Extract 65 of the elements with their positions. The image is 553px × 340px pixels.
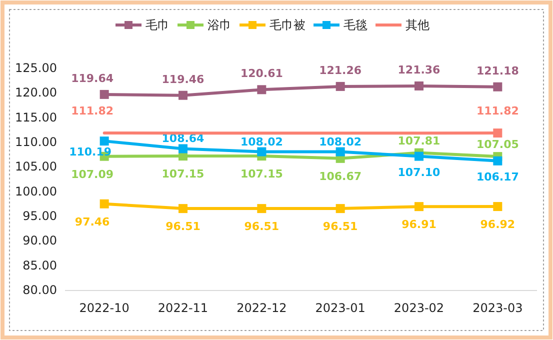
point [414, 202, 424, 212]
legend-label: 浴巾 [208, 18, 232, 32]
data-label: 121.26 [319, 64, 362, 77]
x-tick-label: 2023-02 [394, 301, 444, 315]
legend-label: 毛巾被 [270, 18, 306, 32]
point [493, 128, 502, 138]
data-label: 96.51 [322, 220, 358, 234]
data-label: 107.09 [71, 168, 114, 181]
data-label: 106.67 [319, 170, 362, 183]
y-tick-label: 115.00 [15, 110, 57, 124]
legend-label: 毛毯 [344, 18, 368, 32]
data-label: 111.82 [476, 104, 519, 118]
point [414, 81, 424, 90]
x-tick-label: 2023-03 [472, 301, 523, 315]
data-label: 96.92 [480, 218, 516, 232]
point [100, 136, 109, 146]
data-label: 120.61 [240, 67, 283, 80]
data-label: 97.46 [74, 215, 110, 228]
point [100, 90, 109, 99]
data-label: 96.91 [402, 218, 436, 232]
point [414, 152, 424, 161]
data-label: 107.15 [240, 168, 283, 181]
y-tick-label: 80.00 [22, 283, 57, 297]
y-tick-label: 125.00 [15, 61, 57, 75]
y-tick-label: 85.00 [22, 258, 57, 272]
legend-label: 其他 [406, 18, 430, 32]
point [493, 82, 502, 92]
legend-label: 毛巾 [146, 18, 170, 32]
data-label: 121.18 [476, 64, 519, 78]
y-tick-label: 110.00 [15, 135, 57, 149]
point [178, 144, 188, 154]
y-tick-label: 120.00 [15, 86, 57, 100]
data-label: 111.82 [71, 104, 114, 118]
data-label: 119.64 [71, 72, 114, 85]
data-label: 107.15 [162, 168, 204, 181]
data-label: 108.02 [240, 135, 283, 148]
point [493, 202, 502, 212]
point [493, 156, 502, 166]
y-tick-label: 105.00 [15, 160, 57, 174]
y-tick-label: 90.00 [22, 234, 57, 248]
data-label: 110.19 [69, 146, 112, 159]
point [336, 147, 345, 156]
data-label: 108.02 [319, 135, 362, 148]
data-label: 119.46 [162, 72, 205, 86]
point [336, 204, 345, 214]
point [100, 199, 109, 208]
x-tick-label: 2023-01 [315, 301, 366, 315]
data-label: 121.36 [398, 63, 441, 76]
point [257, 85, 266, 94]
point [336, 82, 345, 91]
x-tick-label: 2022-10 [79, 301, 130, 315]
x-tick-label: 2022-11 [158, 301, 208, 315]
point [257, 204, 266, 214]
point [178, 204, 188, 214]
data-label: 107.10 [398, 166, 441, 179]
data-label: 107.81 [398, 134, 440, 148]
data-label: 96.51 [244, 220, 280, 234]
y-tick-label: 100.00 [15, 184, 57, 198]
x-tick-label: 2022-12 [236, 301, 287, 315]
data-label: 96.51 [166, 220, 200, 234]
data-label: 107.05 [476, 138, 519, 152]
data-label: 106.17 [476, 170, 519, 184]
point [257, 147, 266, 156]
y-tick-label: 95.00 [22, 209, 57, 223]
point [178, 90, 188, 100]
